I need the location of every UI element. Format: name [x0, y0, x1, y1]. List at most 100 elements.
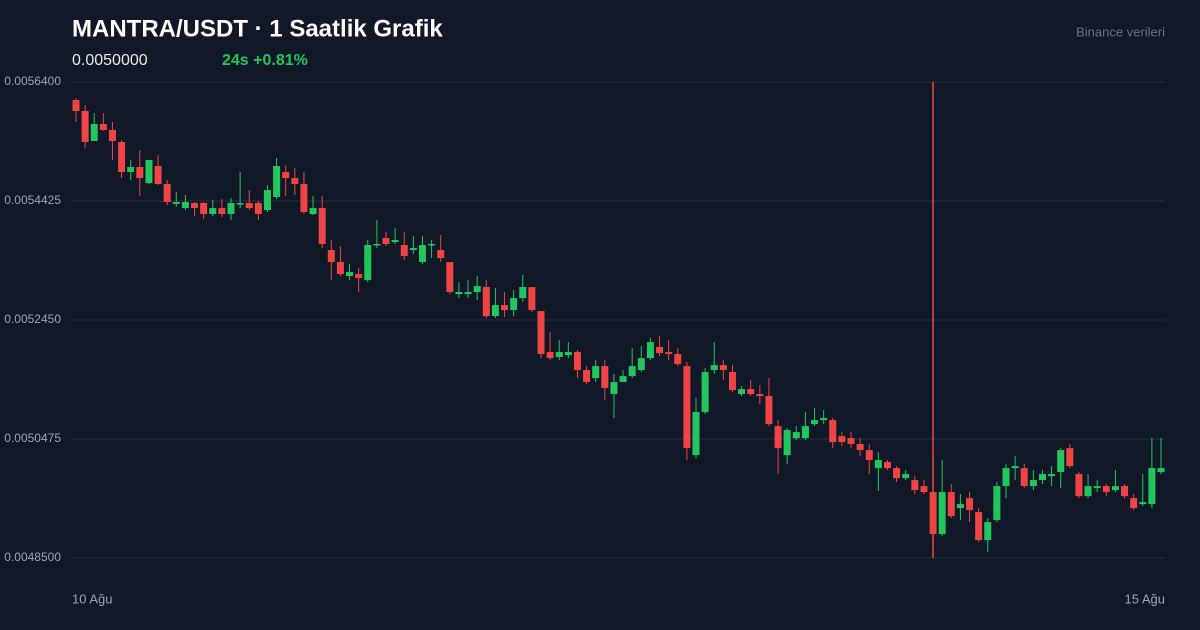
- candle-body: [710, 365, 718, 371]
- candle-body: [154, 165, 162, 185]
- candle-body: [336, 262, 344, 275]
- candle-body: [1057, 450, 1065, 473]
- candle-body: [628, 366, 636, 377]
- candle-body: [847, 438, 855, 445]
- price: 0.0050000: [72, 52, 148, 69]
- candle-body: [829, 420, 837, 443]
- candle-body: [984, 522, 992, 541]
- candle-body: [391, 240, 399, 243]
- candle-body: [209, 208, 217, 215]
- candle-body: [291, 178, 299, 185]
- y-tick-label: 0.0048500: [4, 550, 61, 564]
- candle-body: [728, 372, 736, 391]
- candle-body: [1093, 486, 1101, 489]
- candle-body: [1148, 468, 1156, 505]
- x-tick-label: 10 Ağu: [72, 591, 113, 606]
- candle-body: [1084, 486, 1092, 497]
- candle-body: [555, 352, 563, 358]
- candle-body: [127, 167, 135, 173]
- candle-body: [373, 244, 381, 246]
- candle-body: [528, 287, 536, 311]
- candle-body: [610, 382, 618, 395]
- candle-body: [956, 504, 964, 509]
- candle-body: [273, 165, 281, 198]
- candle-body: [947, 492, 955, 517]
- candle-body: [966, 498, 974, 511]
- candle-body: [573, 352, 581, 371]
- candle-body: [546, 352, 554, 359]
- candle-body: [108, 130, 116, 141]
- candle-body: [473, 286, 481, 293]
- candle-body: [318, 208, 326, 245]
- candle-body: [418, 245, 426, 263]
- candle-body: [583, 370, 591, 383]
- candle-body: [355, 274, 363, 279]
- candle-body: [428, 244, 436, 246]
- candle-body: [501, 305, 509, 311]
- candle-body: [400, 245, 408, 257]
- candle-body: [811, 420, 819, 425]
- candle-body: [145, 160, 153, 184]
- candle-body: [309, 208, 317, 215]
- candle-body: [856, 444, 864, 451]
- candle-body: [72, 100, 80, 111]
- candle-body: [783, 430, 791, 456]
- candle-body: [1002, 468, 1010, 487]
- candle-body: [1111, 486, 1119, 491]
- candle-body: [510, 298, 518, 311]
- candle-body: [245, 203, 253, 209]
- candle-body: [674, 354, 682, 365]
- candle-body: [364, 245, 372, 281]
- candle-body: [1157, 468, 1165, 473]
- candle-body: [491, 305, 499, 317]
- candle-body: [883, 462, 891, 469]
- candle-body: [327, 250, 335, 263]
- candle-body: [838, 436, 846, 443]
- candle-body: [619, 376, 627, 383]
- candle-body: [1102, 486, 1110, 493]
- candle-body: [911, 480, 919, 491]
- candle-body: [756, 394, 764, 397]
- candle-body: [820, 418, 828, 421]
- candle-body: [865, 450, 873, 461]
- candle-body: [409, 248, 417, 251]
- candle-body: [537, 311, 545, 355]
- candle-body: [747, 389, 755, 395]
- candle-body: [1066, 448, 1074, 467]
- candle-body: [719, 365, 727, 371]
- candle-body: [902, 474, 910, 479]
- candle-body: [592, 366, 600, 379]
- candle-body: [90, 123, 98, 141]
- candle-body: [81, 110, 89, 143]
- candle-body: [893, 468, 901, 479]
- candle-body: [437, 250, 445, 259]
- candle-body: [1011, 466, 1019, 469]
- candle-body: [874, 460, 882, 469]
- candle-body: [564, 352, 572, 356]
- candle-body: [482, 287, 490, 317]
- candle-body: [191, 203, 199, 209]
- candle-body: [637, 358, 645, 371]
- x-tick-label: 15 Ağu: [1125, 591, 1166, 606]
- candle-body: [99, 123, 107, 131]
- candle-body: [282, 172, 290, 179]
- chart-title: MANTRA/USDT · 1 Saatlik Grafik: [72, 15, 443, 42]
- y-tick-label: 0.0056400: [4, 74, 61, 88]
- candle-body: [382, 238, 390, 245]
- candle-body: [975, 512, 983, 541]
- y-tick-label: 0.0052450: [4, 312, 61, 326]
- candle-body: [519, 287, 527, 299]
- y-tick-label: 0.0050475: [4, 431, 61, 445]
- candle-body: [455, 292, 463, 295]
- candle-body: [938, 492, 946, 535]
- candle-body: [172, 202, 180, 205]
- candle-body: [163, 184, 171, 203]
- candle-body: [1048, 474, 1056, 477]
- candle-body: [683, 366, 691, 449]
- candle-body: [665, 352, 673, 355]
- candle-body: [300, 184, 308, 213]
- candle-body: [656, 347, 664, 354]
- candle-body: [993, 486, 1001, 521]
